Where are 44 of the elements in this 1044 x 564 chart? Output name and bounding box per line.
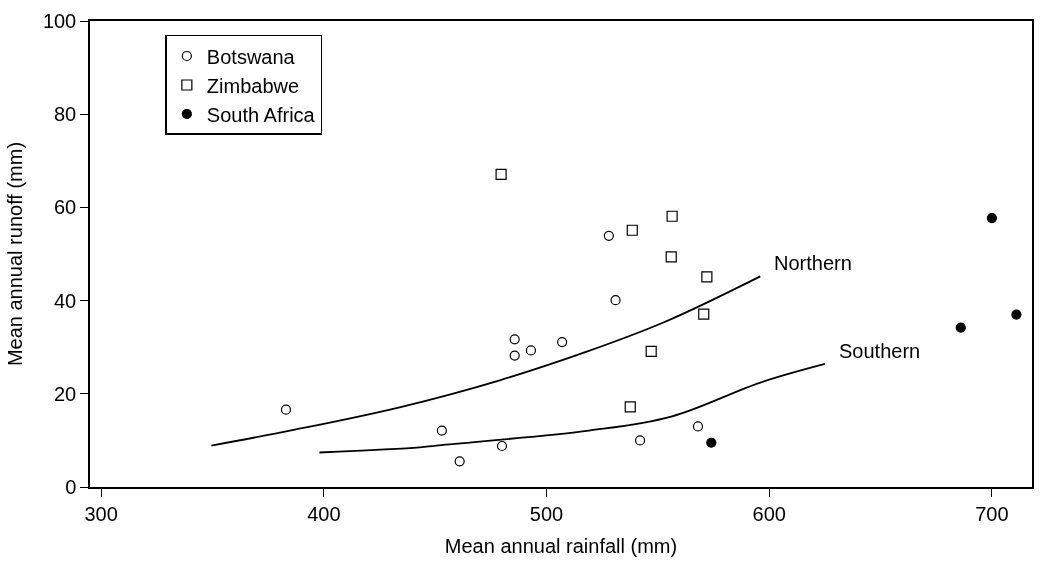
x-tick-label: 400 [307, 502, 341, 525]
point [666, 210, 678, 222]
point [692, 421, 704, 432]
point [624, 401, 636, 413]
point [698, 308, 710, 320]
point [509, 334, 520, 345]
point [557, 336, 568, 348]
point [454, 456, 465, 467]
point [496, 440, 508, 452]
y-tick-label: 100 [42, 10, 77, 32]
point [634, 435, 646, 446]
legend-label: Botswana [206, 45, 296, 68]
point [701, 271, 713, 283]
point [626, 224, 638, 236]
y-tick-label: 40 [54, 289, 77, 312]
point [495, 168, 507, 180]
x-tick-label: 700 [975, 502, 1009, 525]
legend-label: South Africa [206, 103, 316, 126]
point [706, 437, 717, 448]
point [436, 425, 447, 436]
legend-label: Zimbabwe [206, 74, 300, 97]
point [610, 295, 621, 306]
y-tick-label: 0 [65, 476, 77, 498]
y-tick-label: 20 [54, 382, 77, 405]
x-axis-title: Mean annual rainfall (mm) [444, 534, 678, 557]
line-series [318, 363, 826, 454]
y-axis-title: Mean annual runoff (mm) [3, 141, 26, 367]
series-label: Northern [774, 252, 852, 274]
point [645, 345, 657, 357]
y-tick-label: 60 [54, 196, 77, 219]
series-label: Southern [839, 340, 921, 362]
point [665, 251, 677, 263]
x-tick-label: 300 [84, 502, 118, 525]
y-tick-label: 80 [54, 103, 77, 126]
point [280, 404, 292, 415]
point [1011, 309, 1022, 320]
x-tick-label: 600 [752, 502, 786, 525]
x-tick-label: 500 [529, 502, 564, 525]
line-series [210, 275, 762, 447]
point [525, 345, 537, 356]
point [986, 213, 998, 224]
point [955, 322, 966, 333]
point [509, 350, 520, 361]
point [603, 230, 614, 241]
